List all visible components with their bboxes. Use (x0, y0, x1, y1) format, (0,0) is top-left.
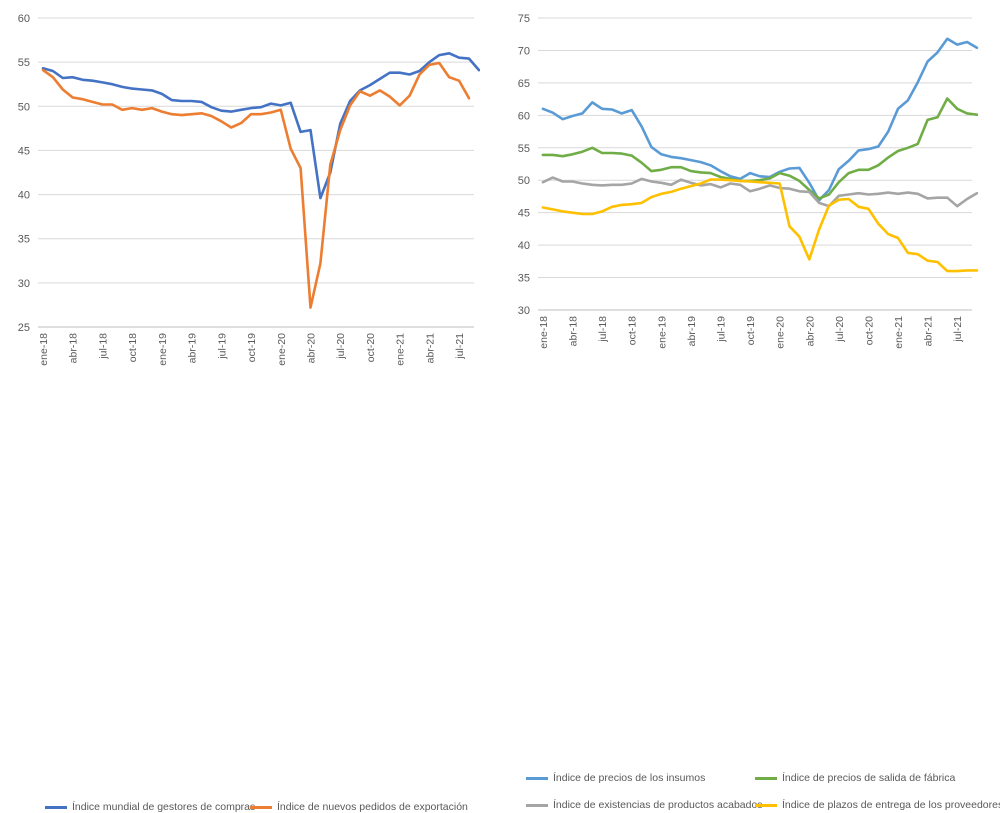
legend-swatch (526, 803, 548, 807)
x-tick-label: oct-19 (745, 316, 757, 345)
x-tick-label: oct-18 (127, 333, 139, 362)
series-line-2 (541, 176, 979, 208)
y-tick-label: 60 (18, 13, 30, 25)
y-tick-label: 45 (518, 208, 530, 220)
legend-item: Índice de precios de los insumos (526, 772, 705, 784)
y-tick-label: 55 (518, 143, 530, 155)
y-tick-label: 25 (18, 322, 30, 334)
left-chart-panel: 25 30 35 40 45 50 55 60 ene-18 abr-18 jul-18 oct-18… (0, 0, 481, 813)
x-tick-label: ene-18 (538, 316, 550, 349)
x-tick-label: oct-20 (365, 333, 377, 362)
y-tick-label: 60 (518, 110, 530, 122)
x-tick-label: jul-20 (834, 316, 846, 343)
x-tick-label: jul-19 (715, 316, 727, 343)
x-tick-label: abr-20 (306, 333, 318, 364)
legend-label: Índice de existencias de productos acaba… (553, 799, 763, 811)
x-tick-label: abr-21 (424, 333, 436, 364)
legend-item: Índice de plazos de entrega de los prove… (755, 799, 1000, 811)
y-tick-label: 70 (518, 45, 530, 57)
y-tick-label: 45 (18, 145, 30, 157)
y-tick-label: 30 (518, 305, 530, 317)
legend-swatch (526, 776, 548, 780)
x-tick-label: abr-19 (686, 316, 698, 347)
right-chart-panel: 30 35 40 45 50 55 60 65 70 75 ene-18 abr-18 jul-18 oc… (500, 0, 1000, 811)
x-tick-label: ene-21 (395, 333, 407, 366)
series-line-0 (541, 37, 979, 202)
x-tick-label: jul-21 (952, 316, 964, 343)
x-tick-label: jul-21 (454, 333, 466, 360)
x-tick-label: ene-20 (775, 316, 787, 349)
y-tick-label: 35 (18, 234, 30, 246)
legend-swatch (250, 805, 272, 809)
y-tick-label: 50 (18, 101, 30, 113)
left-line-chart: 25 30 35 40 45 50 55 60 ene-18 abr-18 jul-18 oct-18… (18, 13, 481, 366)
legend-label: Índice mundial de gestores de compras (72, 801, 256, 813)
x-tick-label: ene-18 (38, 333, 50, 366)
legend-item: Índice de precios de salida de fábrica (755, 772, 955, 784)
legend-swatch (755, 803, 777, 807)
legend-item: Índice de nuevos pedidos de exportación (250, 801, 468, 813)
x-tick-label: jul-18 (97, 333, 109, 360)
x-tick-label: oct-19 (246, 333, 258, 362)
y-tick-label: 75 (518, 13, 530, 25)
y-tick-label: 40 (518, 240, 530, 252)
x-tick-label: oct-20 (863, 316, 875, 345)
right-line-chart: 30 35 40 45 50 55 60 65 70 75 ene-18 abr-18 jul-18 oc… (518, 13, 979, 349)
legend-label: Índice de precios de salida de fábrica (782, 772, 956, 784)
series-line-1 (541, 97, 979, 200)
legend-swatch (755, 776, 777, 780)
x-tick-label: ene-19 (656, 316, 668, 349)
y-tick-label: 30 (18, 278, 30, 290)
series-line-0 (41, 51, 481, 200)
x-tick-label: jul-20 (335, 333, 347, 360)
x-tick-label: ene-19 (157, 333, 169, 366)
y-tick-label: 40 (18, 190, 30, 202)
x-tick-label: abr-20 (804, 316, 816, 347)
series-line-3 (541, 178, 979, 273)
y-tick-label: 65 (518, 78, 530, 90)
x-tick-label: jul-19 (216, 333, 228, 360)
x-tick-label: abr-19 (187, 333, 199, 364)
legend-item: Índice de existencias de productos acaba… (526, 799, 763, 811)
y-tick-label: 50 (518, 175, 530, 187)
series-line-1 (41, 61, 471, 309)
y-tick-label: 35 (518, 273, 530, 285)
legend-label: Índice de plazos de entrega de los prove… (782, 799, 1000, 811)
legend-swatch (45, 805, 67, 809)
x-tick-label: abr-18 (68, 333, 80, 364)
x-tick-label: abr-18 (568, 316, 580, 347)
legend-label: Índice de nuevos pedidos de exportación (277, 801, 468, 813)
y-tick-label: 55 (18, 57, 30, 69)
x-tick-label: ene-20 (276, 333, 288, 366)
legend-label: Índice de precios de los insumos (553, 772, 706, 784)
x-tick-label: jul-18 (597, 316, 609, 343)
legend-item: Índice mundial de gestores de compras (45, 801, 255, 813)
x-tick-label: abr-21 (923, 316, 935, 347)
x-tick-label: ene-21 (893, 316, 905, 349)
x-tick-label: oct-18 (627, 316, 639, 345)
